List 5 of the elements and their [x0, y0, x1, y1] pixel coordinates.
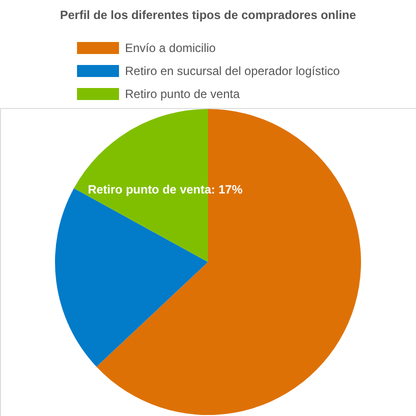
data-label: Retiro punto de venta: 17% [88, 182, 243, 197]
chart-title: Perfil de los diferentes tipos de compradores online [60, 8, 356, 22]
legend-label: Envío a domicilio [125, 41, 216, 55]
legend-label: Retiro en sucursal del operador logístico [125, 64, 340, 78]
legend-label: Retiro punto de venta [125, 87, 240, 101]
